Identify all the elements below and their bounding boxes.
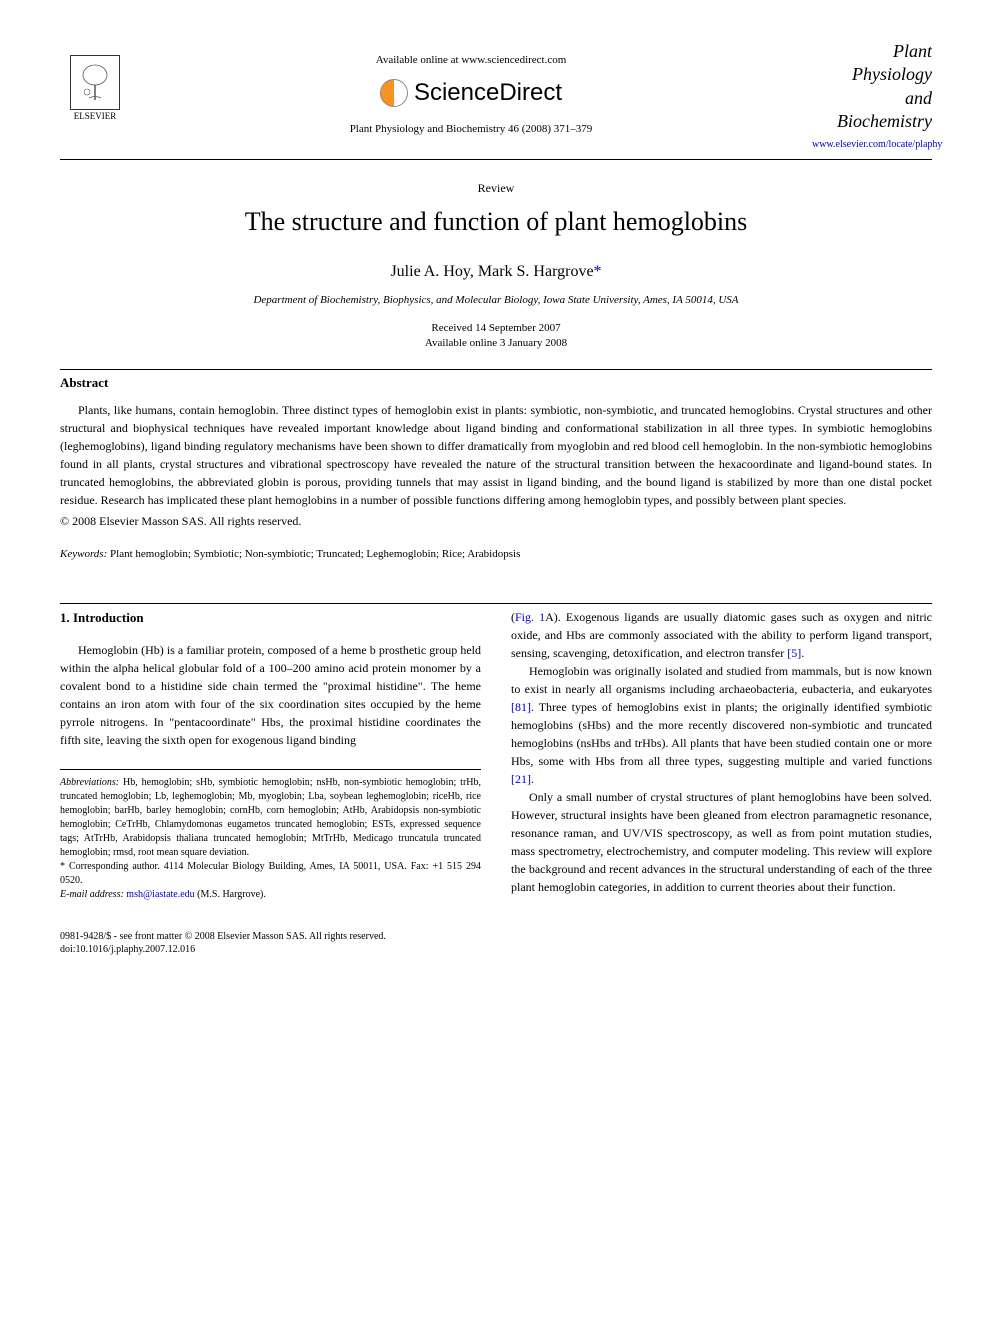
authors: Julie A. Hoy, Mark S. Hargrove* — [60, 261, 932, 283]
corresponding-star: * — [594, 263, 602, 280]
journal-url-link[interactable]: www.elsevier.com/locate/plaphy — [812, 138, 932, 151]
figure-reference[interactable]: Fig. 1 — [515, 610, 545, 624]
footer-copyright-line: 0981-9428/$ - see front matter © 2008 El… — [60, 930, 932, 943]
online-date: Available online 3 January 2008 — [60, 336, 932, 351]
left-column: 1. Introduction Hemoglobin (Hb) is a fam… — [60, 608, 481, 903]
abstract-top-rule — [60, 369, 932, 370]
abstract-section: Abstract Plants, like humans, contain he… — [60, 374, 932, 529]
journal-title-line: Biochemistry — [812, 110, 932, 133]
text-span: Hemoglobin was originally isolated and s… — [511, 664, 932, 696]
footer-doi-line: doi:10.1016/j.plaphy.2007.12.016 — [60, 943, 932, 956]
footer-block: 0981-9428/$ - see front matter © 2008 El… — [60, 922, 932, 956]
dates-block: Received 14 September 2007 Available onl… — [60, 321, 932, 352]
email-suffix: (M.S. Hargrove). — [195, 889, 266, 900]
sciencedirect-icon — [380, 79, 408, 107]
citation-link[interactable]: [5] — [787, 646, 801, 660]
text-span: . — [531, 772, 534, 786]
keywords-rule — [60, 603, 932, 604]
citation-link[interactable]: [21] — [511, 772, 531, 786]
citation-link[interactable]: [81] — [511, 700, 531, 714]
journal-title-line: Physiology — [812, 63, 932, 86]
abbrev-text: Hb, hemoglobin; sHb, symbiotic hemoglobi… — [60, 777, 481, 858]
section-heading-intro: 1. Introduction — [60, 608, 481, 628]
right-column: (Fig. 1A). Exogenous ligands are usually… — [511, 608, 932, 903]
footnotes-block: Abbreviations: Hb, hemoglobin; sHb, symb… — [60, 769, 481, 902]
journal-title-side: Plant Physiology and Biochemistry www.el… — [812, 40, 932, 151]
intro-paragraph-3: Only a small number of crystal structure… — [511, 788, 932, 896]
header-row: ELSEVIER Available online at www.science… — [60, 40, 932, 151]
intro-paragraph-2: Hemoglobin was originally isolated and s… — [511, 662, 932, 788]
keywords-line: Keywords: Plant hemoglobin; Symbiotic; N… — [60, 547, 932, 562]
journal-title-line: Plant — [812, 40, 932, 63]
sciencedirect-label: ScienceDirect — [414, 76, 562, 110]
abbreviations-footnote: Abbreviations: Hb, hemoglobin; sHb, symb… — [60, 776, 481, 860]
elsevier-tree-icon — [70, 55, 120, 110]
keywords-text: Plant hemoglobin; Symbiotic; Non-symbiot… — [107, 548, 520, 560]
text-span: . Three types of hemoglobins exist in pl… — [511, 700, 932, 768]
two-column-body: 1. Introduction Hemoglobin (Hb) is a fam… — [60, 608, 932, 903]
corresponding-author-footnote: * Corresponding author. 4114 Molecular B… — [60, 860, 481, 888]
available-online-text: Available online at www.sciencedirect.co… — [130, 53, 812, 68]
email-label: E-mail address: — [60, 889, 126, 900]
affiliation: Department of Biochemistry, Biophysics, … — [60, 293, 932, 308]
email-footnote: E-mail address: msh@iastate.edu (M.S. Ha… — [60, 888, 481, 902]
keywords-label: Keywords: — [60, 548, 107, 560]
intro-paragraph-1-cont: (Fig. 1A). Exogenous ligands are usually… — [511, 608, 932, 662]
journal-title-line: and — [812, 87, 932, 110]
article-type: Review — [60, 180, 932, 197]
received-date: Received 14 September 2007 — [60, 321, 932, 336]
sciencedirect-logo: ScienceDirect — [130, 76, 812, 110]
abstract-heading: Abstract — [60, 374, 932, 392]
intro-paragraph-1: Hemoglobin (Hb) is a familiar protein, c… — [60, 641, 481, 749]
abbrev-label: Abbreviations: — [60, 777, 119, 788]
article-title: The structure and function of plant hemo… — [60, 204, 932, 240]
center-header: Available online at www.sciencedirect.co… — [130, 53, 812, 137]
author-names: Julie A. Hoy, Mark S. Hargrove — [390, 263, 593, 280]
text-span: . — [801, 646, 804, 660]
email-link[interactable]: msh@iastate.edu — [126, 889, 194, 900]
elsevier-logo: ELSEVIER — [60, 55, 130, 135]
abstract-copyright: © 2008 Elsevier Masson SAS. All rights r… — [60, 513, 932, 530]
elsevier-label: ELSEVIER — [74, 110, 117, 123]
text-span: A). Exogenous ligands are usually diatom… — [511, 610, 932, 660]
journal-reference: Plant Physiology and Biochemistry 46 (20… — [130, 122, 812, 137]
abstract-text: Plants, like humans, contain hemoglobin.… — [60, 401, 932, 509]
top-rule — [60, 159, 932, 160]
